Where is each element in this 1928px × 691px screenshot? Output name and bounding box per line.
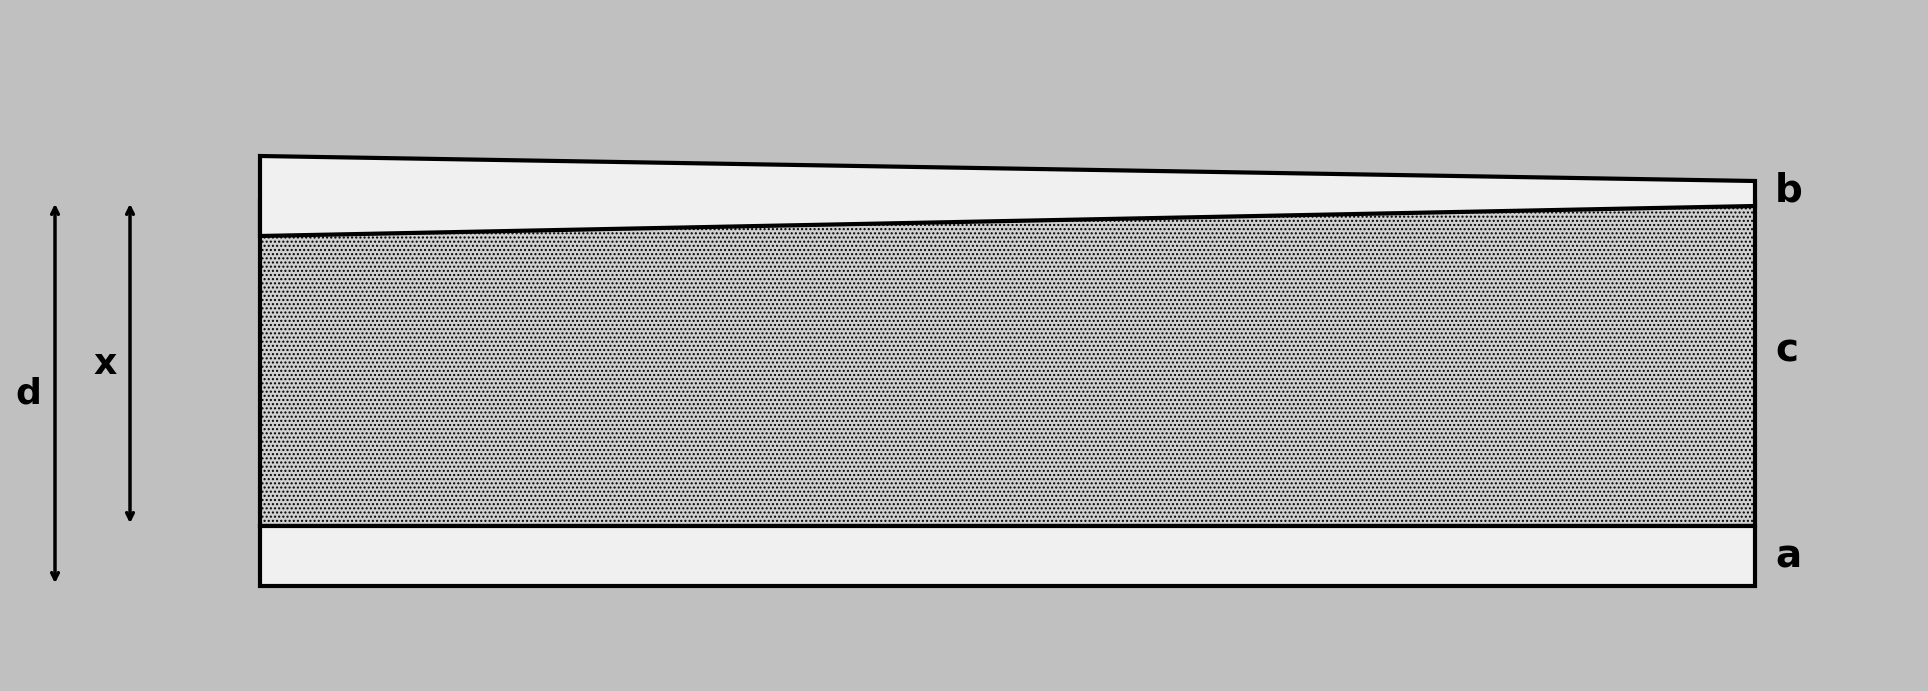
Text: d: d	[15, 377, 40, 411]
Text: b: b	[1776, 172, 1803, 210]
Text: x: x	[93, 347, 116, 381]
Text: c: c	[1776, 332, 1799, 370]
Text: a: a	[1776, 537, 1801, 575]
Polygon shape	[260, 156, 1754, 236]
Bar	[260, 201, 1754, 526]
Bar	[260, 526, 1754, 586]
